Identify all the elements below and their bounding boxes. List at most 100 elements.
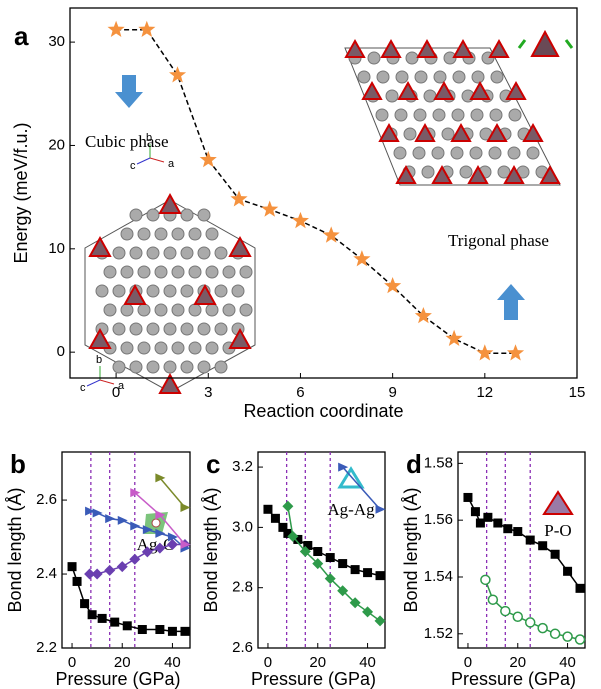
atom (470, 108, 484, 122)
atom (376, 70, 390, 84)
square-marker (375, 571, 385, 581)
tetrahedron (488, 38, 510, 58)
axis-label-small: c (130, 160, 136, 172)
square-marker (463, 492, 473, 502)
annotation: P-O (544, 521, 571, 540)
atom (137, 227, 151, 241)
atom (171, 227, 185, 241)
x-tick-label: 40 (359, 654, 376, 671)
star-marker (107, 20, 125, 37)
atom (441, 127, 455, 141)
series-line (342, 466, 381, 510)
atom (197, 246, 211, 260)
atom (403, 127, 417, 141)
y-tick-label: 2.8 (232, 579, 253, 596)
x-tick-label: 12 (476, 384, 493, 401)
atom (146, 208, 160, 222)
axis-label-small: a (118, 380, 125, 392)
tetrahedron (522, 122, 544, 142)
x-tick-label: 40 (164, 654, 181, 671)
tetrahedron (452, 38, 474, 58)
triangle-marker (117, 515, 128, 525)
atom (490, 70, 504, 84)
atom (413, 108, 427, 122)
atom (205, 341, 219, 355)
atom (367, 51, 381, 65)
tetrahedron (344, 38, 366, 58)
tetrahedron (378, 122, 400, 142)
atom (393, 146, 407, 160)
axis-label-small: b (146, 132, 152, 144)
atom (421, 165, 435, 179)
atom (222, 265, 236, 279)
star-marker (384, 277, 402, 294)
circle-marker (500, 605, 511, 617)
diamond-marker (141, 546, 153, 558)
atom (154, 265, 168, 279)
atom (214, 360, 228, 374)
square-marker (525, 535, 535, 545)
series-line (484, 579, 581, 641)
axis-arrow (136, 157, 151, 165)
square-marker (283, 528, 293, 538)
square-marker (110, 617, 120, 627)
square-marker (167, 626, 177, 636)
y-tick-label: 30 (48, 33, 65, 50)
square-marker (363, 568, 373, 578)
tetrahedron (158, 192, 182, 214)
star-marker (138, 20, 156, 37)
x-tick-label: 20 (509, 654, 526, 671)
atom (112, 284, 126, 298)
atom (146, 322, 160, 336)
atom (180, 360, 194, 374)
atom (120, 227, 134, 241)
triangle-marker (155, 473, 166, 483)
atom (197, 360, 211, 374)
triangle-marker (130, 521, 141, 531)
series-line (287, 506, 381, 622)
square-marker (80, 599, 90, 609)
x-tick-label: 20 (114, 654, 131, 671)
atom (214, 246, 228, 260)
atom (154, 227, 168, 241)
triangle-marker (142, 525, 153, 535)
tetrahedron (88, 235, 112, 257)
x-tick-label: 0 (68, 654, 76, 671)
axis-arrow (86, 379, 101, 387)
diamond-marker (91, 568, 103, 580)
square-marker (263, 504, 273, 514)
square-marker (278, 522, 288, 532)
star-marker (445, 329, 463, 346)
panel-label: a (14, 21, 29, 51)
atom (188, 303, 202, 317)
star-marker (322, 226, 340, 243)
axis-arrow (99, 379, 115, 385)
tetrahedron (530, 29, 560, 57)
atom (137, 265, 151, 279)
circle-marker (549, 628, 561, 640)
diamond-marker (299, 546, 311, 558)
x-tick-label: 0 (264, 654, 272, 671)
tetrahedron (431, 164, 453, 184)
square-marker (303, 540, 313, 550)
y-axis-label: Bond length (Å) (401, 487, 421, 612)
atom (95, 284, 109, 298)
x-tick-label: 9 (388, 384, 396, 401)
diamond-marker (282, 500, 294, 512)
square-marker (137, 625, 147, 635)
triangle-marker (167, 532, 178, 542)
panel-label: d (406, 449, 422, 479)
square-marker (483, 512, 493, 522)
diamond-marker (116, 561, 128, 573)
atom (395, 70, 409, 84)
series-line (116, 28, 516, 354)
tetrahedron (228, 327, 252, 349)
y-tick-label: 1.56 (424, 511, 453, 528)
x-tick-label: 3 (204, 384, 212, 401)
tetrahedron (361, 80, 383, 100)
y-tick-label: 0 (57, 343, 65, 360)
star-marker (353, 250, 371, 267)
square-marker (350, 565, 360, 575)
star-marker (169, 66, 187, 83)
